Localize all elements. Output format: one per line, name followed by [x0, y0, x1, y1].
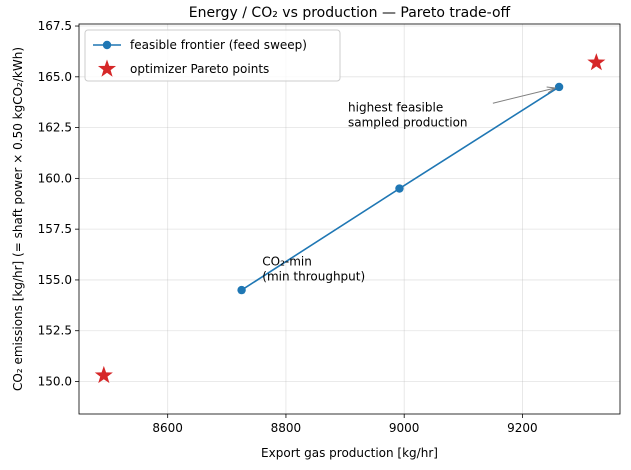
- annotation-line: highest feasible: [348, 100, 443, 114]
- x-axis-label: Export gas production [kg/hr]: [261, 446, 438, 460]
- frontier-point: [395, 184, 404, 193]
- y-tick-label: 162.5: [38, 121, 72, 135]
- legend-star-swatch: [97, 59, 117, 77]
- pareto-star-point: [94, 365, 113, 384]
- x-tick-label: 8600: [152, 421, 183, 435]
- y-tick-label: 150.0: [38, 375, 72, 389]
- pareto-star-point: [587, 53, 606, 71]
- frontier-series: [237, 82, 564, 295]
- y-tick-label: 157.5: [38, 222, 72, 236]
- frontier-point: [237, 285, 246, 295]
- y-tick-label: 160.0: [38, 171, 72, 185]
- annotation-arrow: [492, 87, 556, 104]
- pareto-series: [94, 53, 606, 384]
- annotation-text: highest feasible sampled production: [348, 100, 468, 129]
- y-axis-ticks: 150.0 152.5 155.0 157.5 160.0 162.5 165.0 167.5: [38, 19, 79, 389]
- legend-label: optimizer Pareto points: [130, 62, 269, 76]
- annotation-line: (min throughput): [262, 270, 365, 284]
- legend-label: feasible frontier (feed sweep): [130, 38, 307, 52]
- chart-title: Energy / CO₂ vs production — Pareto trad…: [189, 5, 511, 21]
- legend-marker-swatch: [102, 40, 112, 50]
- plot-frame: [78, 23, 621, 415]
- annotation-text: CO₂-min (min throughput): [262, 255, 365, 284]
- y-axis-label: CO₂ emissions [kg/hr] (= shaft power × 0…: [11, 47, 25, 391]
- frontier-point: [554, 82, 564, 92]
- legend: feasible frontier (feed sweep) optimizer …: [84, 29, 341, 82]
- y-tick-label: 152.5: [38, 324, 72, 338]
- x-tick-label: 9000: [389, 421, 420, 435]
- y-tick-label: 167.5: [38, 19, 72, 33]
- y-tick-label: 165.0: [38, 70, 72, 84]
- x-axis-ticks: 8600 8800 9000 9200: [152, 414, 538, 435]
- annotation-line: CO₂-min: [262, 255, 312, 269]
- legend-box: [84, 29, 341, 82]
- annotations: CO₂-min (min throughput) highest feasible s…: [262, 86, 557, 284]
- grid-lines: [79, 24, 620, 414]
- annotation-arrow-head: [546, 86, 557, 94]
- x-tick-label: 9200: [507, 421, 538, 435]
- y-tick-label: 155.0: [38, 273, 72, 287]
- x-tick-label: 8800: [271, 421, 302, 435]
- annotation-line: sampled production: [348, 115, 468, 129]
